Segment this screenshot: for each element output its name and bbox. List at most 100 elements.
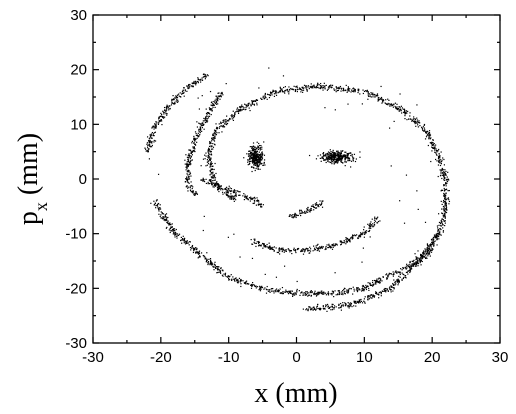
scatter-point	[162, 110, 164, 112]
scatter-point	[297, 214, 299, 217]
scatter-point	[336, 87, 338, 89]
scatter-point	[345, 84, 347, 86]
scatter-point	[260, 144, 262, 147]
scatter-point	[444, 222, 446, 224]
scatter-point	[343, 154, 345, 157]
scatter-point	[200, 165, 202, 167]
scatter-point	[256, 102, 258, 104]
scatter-point	[191, 140, 194, 143]
scatter-point	[349, 88, 351, 90]
scatter-point	[183, 92, 185, 94]
scatter-point	[252, 284, 254, 286]
scatter-point	[249, 198, 252, 200]
scatter-point	[340, 240, 342, 242]
scatter-point	[253, 202, 255, 205]
scatter-point	[337, 89, 339, 91]
scatter-point	[185, 154, 187, 156]
scatter-point	[372, 226, 374, 228]
scatter-point	[273, 290, 275, 292]
scatter-point	[237, 190, 239, 192]
scatter-point	[222, 270, 224, 272]
scatter-point	[369, 236, 371, 238]
scatter-point	[397, 278, 399, 280]
scatter-point	[398, 110, 400, 112]
scatter-point	[187, 87, 189, 89]
scatter-point	[303, 294, 305, 296]
scatter-point	[251, 157, 253, 159]
scatter-point	[154, 125, 156, 127]
scatter-point	[223, 121, 225, 123]
scatter-point	[215, 98, 217, 100]
scatter-point	[258, 151, 260, 153]
scatter-point	[353, 288, 355, 290]
scatter-point	[448, 200, 451, 203]
scatter-point	[210, 158, 212, 160]
scatter-point	[251, 285, 253, 287]
scatter-point	[234, 113, 236, 116]
scatter-point	[213, 129, 216, 131]
scatter-point	[210, 104, 212, 106]
scatter-point	[229, 197, 231, 199]
scatter-point	[171, 230, 173, 232]
x-axis-label: x (mm)	[254, 378, 337, 409]
scatter-point	[441, 168, 443, 170]
scatter-point	[216, 272, 218, 274]
scatter-point	[261, 154, 263, 156]
scatter-point	[393, 273, 395, 275]
scatter-point	[321, 85, 323, 87]
scatter-point	[191, 142, 193, 144]
scatter-point	[204, 258, 206, 260]
scatter-point	[154, 131, 157, 133]
scatter-point	[410, 267, 412, 269]
scatter-point	[173, 102, 175, 105]
scatter-point	[352, 91, 355, 93]
scatter-point	[190, 175, 192, 177]
scatter-point	[256, 163, 258, 165]
scatter-point	[436, 151, 438, 153]
scatter-point	[260, 205, 262, 208]
scatter-point	[326, 158, 329, 160]
scatter-point	[358, 235, 360, 237]
scatter-point	[177, 101, 179, 103]
scatter-point	[197, 97, 199, 99]
scatter-point	[214, 264, 216, 266]
scatter-point	[287, 293, 290, 295]
scatter-point	[342, 289, 344, 292]
scatter-point	[440, 228, 442, 231]
scatter-point	[340, 154, 342, 157]
scatter-point	[434, 149, 436, 151]
scatter-point	[376, 93, 379, 95]
scatter-point	[443, 212, 446, 214]
scatter-point	[207, 160, 210, 162]
scatter-point	[246, 105, 248, 108]
scatter-point	[339, 241, 341, 243]
scatter-point	[337, 153, 339, 155]
scatter-point	[441, 212, 443, 214]
scatter-point	[153, 135, 155, 137]
scatter-point	[444, 220, 446, 222]
scatter-point	[364, 296, 366, 298]
scatter-point	[262, 164, 264, 167]
scatter-point	[253, 167, 255, 169]
scatter-point	[309, 306, 311, 308]
scatter-point	[444, 208, 446, 210]
scatter-point	[205, 257, 207, 259]
scatter-point	[217, 92, 219, 94]
scatter-point	[185, 178, 188, 180]
scatter-point	[426, 251, 428, 253]
scatter-point	[378, 297, 380, 299]
scatter-point	[214, 136, 216, 138]
scatter-point	[339, 293, 341, 295]
scatter-point	[191, 187, 193, 190]
scatter-point	[283, 265, 286, 267]
scatter-point	[215, 267, 217, 269]
scatter-point	[310, 209, 313, 211]
scatter-point	[336, 89, 339, 92]
scatter-point	[253, 150, 255, 152]
scatter-point	[410, 265, 412, 267]
scatter-point	[201, 127, 203, 129]
scatter-point	[218, 96, 220, 98]
scatter-point	[395, 280, 397, 283]
scatter-point	[368, 230, 370, 233]
scatter-point	[243, 108, 245, 110]
